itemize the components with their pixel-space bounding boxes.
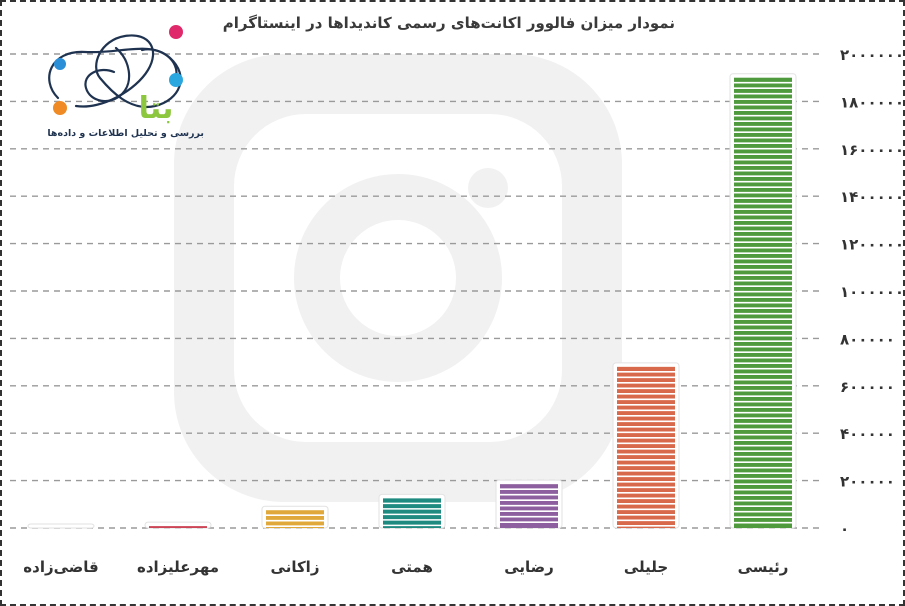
bars — [27, 73, 797, 529]
y-tick-label: ۲۰۰۰۰۰ — [840, 473, 895, 491]
y-tick-label: ۱۴۰۰۰۰۰ — [840, 188, 904, 206]
x-tick-label: همتی — [391, 558, 433, 576]
bar — [495, 479, 563, 529]
bar — [27, 523, 95, 529]
bar — [378, 493, 446, 529]
logo-subtitle: بررسی و تحلیل اطلاعات و داده‌ها — [47, 128, 204, 139]
y-tick-label: ۶۰۰۰۰۰ — [840, 378, 895, 396]
y-axis-ticks: ۰ ۲۰۰۰۰۰ ۴۰۰۰۰۰ ۶۰۰۰۰۰ ۸۰۰۰۰۰ ۱۰۰۰۰۰۰ ۱۲۰۰۰۰۰ ۱… — [840, 46, 904, 538]
bar — [729, 73, 797, 529]
x-tick-label: جلیلی — [624, 558, 668, 576]
y-tick-label: ۱۲۰۰۰۰۰ — [840, 236, 904, 254]
y-tick-label: ۱۶۰۰۰۰۰ — [840, 141, 904, 159]
x-axis-labels: رئیسی جلیلی رضایی همتی زاکانی مهرعلیزاده قاضی‌… — [23, 558, 788, 576]
y-tick-label: ۴۰۰۰۰۰ — [840, 425, 895, 443]
x-tick-label: رضایی — [504, 558, 554, 576]
x-tick-label: زاکانی — [271, 558, 320, 576]
y-tick-label: ۸۰۰۰۰۰ — [840, 330, 895, 348]
bar-body — [149, 526, 207, 528]
y-tick-label: ۱۸۰۰۰۰۰ — [840, 93, 904, 111]
instagram-watermark-icon — [174, 54, 622, 502]
y-tick-label: ۱۰۰۰۰۰۰ — [840, 283, 904, 301]
bar-body — [266, 510, 324, 528]
bar-card — [27, 523, 95, 529]
bar — [261, 505, 329, 529]
x-tick-label: قاضی‌زاده — [23, 558, 98, 576]
pink-dot-icon — [169, 25, 183, 39]
y-tick-label: ۲۰۰۰۰۰۰ — [840, 46, 904, 64]
orange-dot-icon — [53, 101, 67, 115]
bar — [144, 521, 212, 529]
x-tick-label: مهرعلیزاده — [137, 558, 219, 576]
cyan-dot-icon — [169, 73, 183, 87]
blue-dot-icon — [54, 58, 66, 70]
y-tick-label: ۰ — [840, 520, 849, 538]
x-tick-label: رئیسی — [738, 558, 789, 576]
logo-brand: بتا — [139, 91, 174, 126]
grid-lines — [10, 53, 824, 529]
bar — [612, 362, 680, 529]
chart-title: نمودار میزان فالوور اکانت‌های رسمی کاندی… — [222, 14, 675, 32]
beta-logo-icon: بتا — [48, 25, 183, 126]
